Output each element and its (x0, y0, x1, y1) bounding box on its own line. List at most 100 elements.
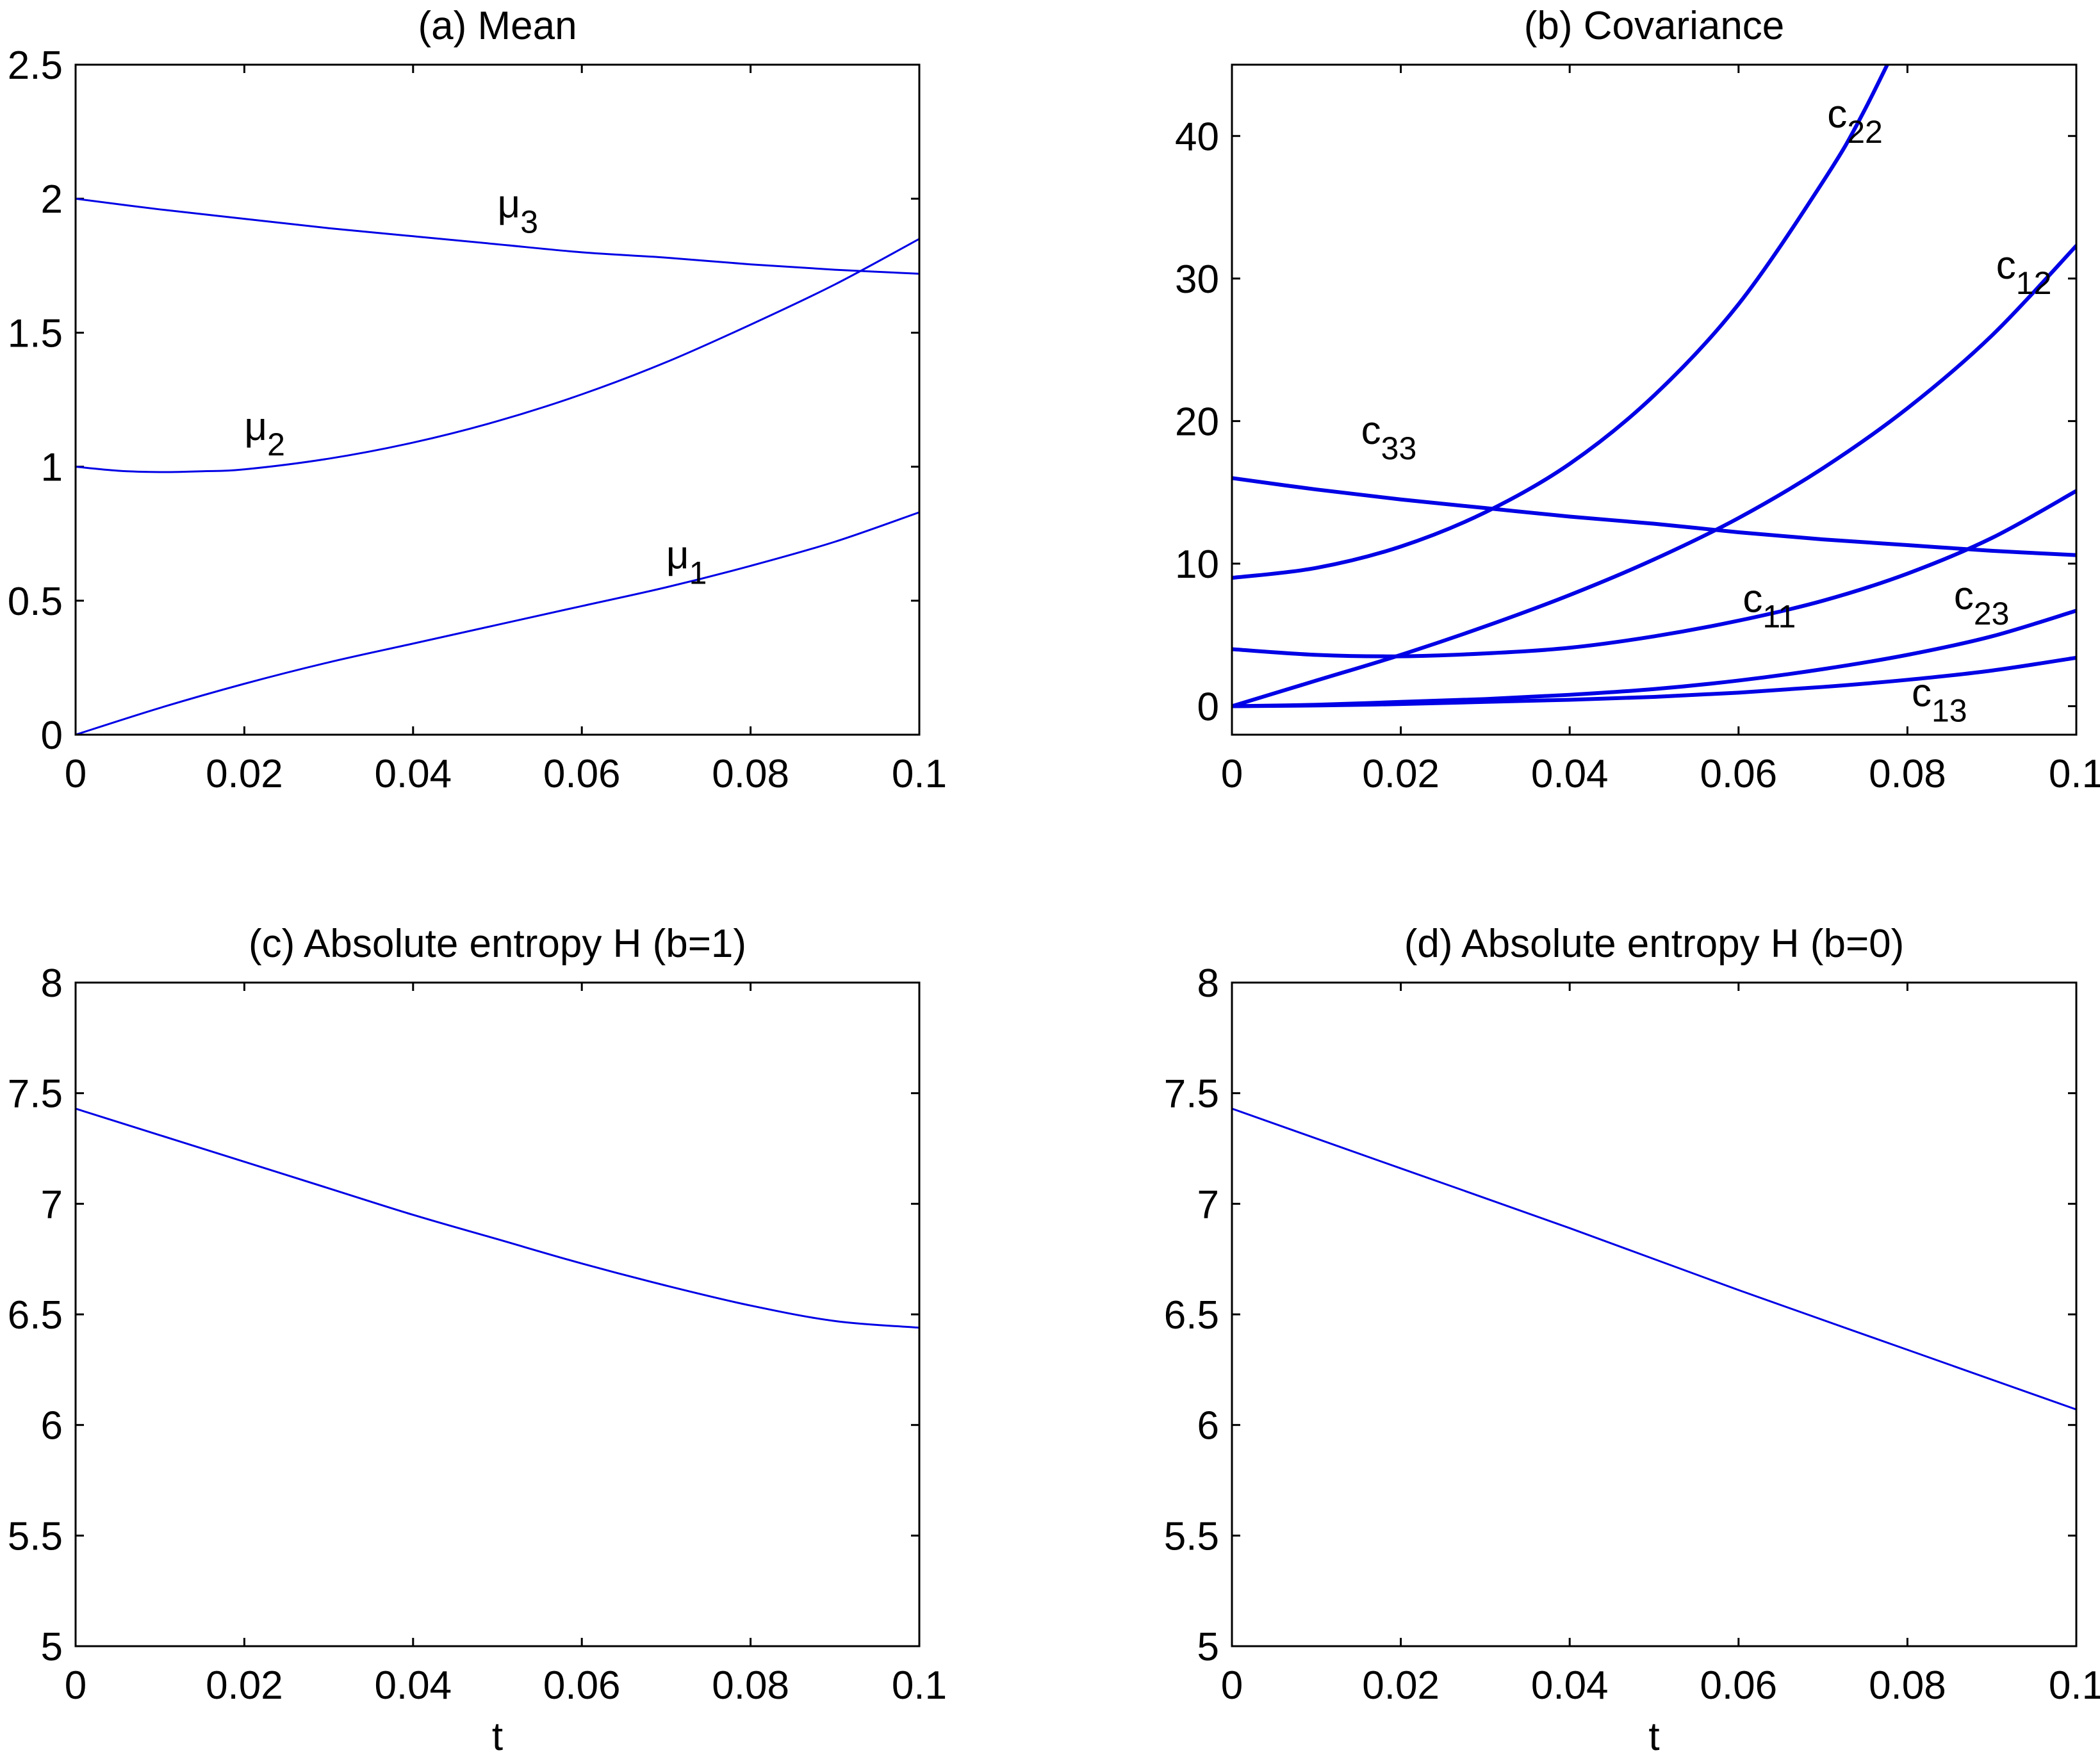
panel-a-title: (a) Mean (418, 4, 577, 48)
panel-c-ytick-label: 6.5 (8, 1293, 63, 1337)
panel-c-xtick-label: 0.04 (374, 1663, 452, 1708)
panel-b-label-c33: c33 (1361, 409, 1417, 466)
panel-b-ytick-label: 40 (1175, 115, 1219, 159)
panel-b-series-c13 (1232, 655, 2076, 708)
curve-label-subscript: 22 (1847, 114, 1883, 150)
panel-a-ytick-label: 2 (41, 177, 63, 222)
panel-c-title: (c) Absolute entropy H (b=1) (249, 922, 746, 966)
panel-d-xtick-label: 0.08 (1869, 1663, 1946, 1708)
panel-d-xtick-label: 0.1 (2049, 1663, 2100, 1708)
panel-c-xtick-label: 0 (65, 1663, 86, 1708)
panel-d-series-h (1232, 1107, 2076, 1410)
curve-label-base: c (1743, 577, 1762, 621)
panel-a-series-μ2 (76, 238, 919, 473)
panel-a-axes-frame (74, 63, 921, 736)
curve-label-base: c (1361, 409, 1381, 453)
panel-b-xtick-label: 0.04 (1531, 752, 1609, 796)
panel-a-xtick-label: 0.08 (712, 752, 789, 796)
panel-b: (b) Covariance 0 0.02 0.04 0.06 0.08 0.1 0 10 20 3… (1175, 4, 2100, 796)
curve-label-subscript: 2 (267, 427, 285, 462)
panel-a-label-μ2: μ2 (244, 405, 285, 462)
panel-b-title: (b) Covariance (1524, 4, 1785, 48)
panel-c-axes-frame (74, 981, 921, 1647)
panel-b-xtick-label: 0.08 (1869, 752, 1946, 796)
panel-d-ytick-label: 6.5 (1164, 1293, 1219, 1337)
panel-c-xtick-label: 0.02 (206, 1663, 283, 1708)
panel-b-series-c33 (1232, 476, 2076, 557)
panel-b-ytick-label: 10 (1175, 543, 1219, 587)
panel-b-label-c13: c13 (1912, 671, 1967, 728)
panel-b-label-c11: c11 (1743, 577, 1796, 635)
panel-d-ytick-label: 5 (1197, 1625, 1219, 1669)
panel-b-xtick-label: 0 (1221, 752, 1243, 796)
curve-label-subscript: 23 (1974, 596, 2010, 632)
panel-b-xtick-label: 0.1 (2049, 752, 2100, 796)
panel-a-label-μ3: μ3 (498, 182, 539, 240)
panel-b-label-c23: c23 (1954, 574, 2010, 632)
panel-d-ytick-label: 5.5 (1164, 1514, 1219, 1558)
panel-b-ytick-label: 0 (1197, 685, 1219, 729)
curve-label-base: μ (498, 182, 521, 226)
panel-a-xtick-label: 0.1 (892, 752, 947, 796)
panel-a-ytick-label: 1 (41, 446, 63, 490)
panel-d-xtick-label: 0 (1221, 1663, 1243, 1708)
curve-label-base: c (1827, 92, 1847, 136)
panel-c-series-h (76, 1107, 919, 1329)
curve-label-base: μ (666, 534, 689, 578)
panel-a-ytick-label: 2.5 (8, 44, 63, 88)
panel-d-title: (d) Absolute entropy H (b=0) (1404, 922, 1905, 966)
panel-c-xtick-label: 0.1 (892, 1663, 947, 1708)
panel-c-xlabel: t (492, 1715, 503, 1757)
panel-c-ytick-label: 6 (41, 1404, 63, 1448)
panel-a: (a) Mean 0 0.02 0.04 0.06 0.08 0.1 0 0.5 1 1.5 2 2.5… (8, 4, 947, 796)
panel-b-label-c22: c22 (1827, 92, 1883, 150)
panel-c-xtick-label: 0.08 (712, 1663, 789, 1708)
curve-label-subscript: 3 (520, 204, 538, 240)
panel-b-label-c12: c12 (1996, 243, 2052, 301)
panel-a-ytick-label: 0 (41, 714, 63, 758)
panel-d-axes-frame (1231, 981, 2078, 1647)
curve-label-base: μ (244, 405, 267, 449)
panel-c-ytick-label: 5 (41, 1625, 63, 1669)
panel-a-xtick-label: 0.02 (206, 752, 283, 796)
panel-d-ytick-label: 7.5 (1164, 1072, 1219, 1116)
panel-b-xtick-label: 0.06 (1700, 752, 1777, 796)
panel-b-ytick-label: 30 (1175, 257, 1219, 302)
panel-a-ytick-label: 0.5 (8, 580, 63, 624)
panel-d-ytick-label: 6 (1197, 1404, 1219, 1448)
panel-d-ytick-label: 8 (1197, 961, 1219, 1006)
panel-a-ytick-label: 1.5 (8, 311, 63, 355)
panel-c-xtick-label: 0.06 (543, 1663, 621, 1708)
panel-a-series-μ1 (76, 511, 919, 735)
curve-label-base: c (1954, 574, 1974, 618)
panel-b-series-c11 (1232, 489, 2076, 658)
panel-b-ytick-label: 20 (1175, 400, 1219, 444)
panel-d: (d) Absolute entropy H (b=0) 0 0.02 0.04 0.0… (1164, 922, 2100, 1757)
curve-label-base: c (1912, 671, 1932, 715)
panel-b-series-c12 (1232, 243, 2076, 708)
panel-c-ytick-label: 8 (41, 961, 63, 1006)
panel-d-xtick-label: 0.02 (1362, 1663, 1440, 1708)
panel-c-ytick-label: 5.5 (8, 1514, 63, 1558)
curve-label-subscript: 33 (1381, 430, 1417, 466)
panel-b-series-c23 (1232, 609, 2076, 708)
curve-label-base: c (1996, 243, 2016, 288)
panel-a-label-μ1: μ1 (666, 534, 707, 591)
panel-d-ytick-label: 7 (1197, 1182, 1219, 1227)
panel-b-series-c22 (1232, 65, 1890, 580)
panel-c: (c) Absolute entropy H (b=1) 0 0.02 0.04 0.0… (8, 922, 947, 1757)
curve-label-subscript: 12 (2016, 265, 2052, 301)
panel-b-axes-frame (1231, 63, 2078, 736)
panel-c-ytick-label: 7.5 (8, 1072, 63, 1116)
panel-a-xtick-label: 0 (65, 752, 86, 796)
panel-a-xtick-label: 0.06 (543, 752, 621, 796)
panel-a-series-μ3 (76, 197, 919, 275)
panel-a-xtick-label: 0.04 (374, 752, 452, 796)
panel-d-xlabel: t (1648, 1715, 1659, 1757)
curve-label-subscript: 1 (689, 555, 707, 591)
curve-label-subscript: 11 (1762, 599, 1796, 635)
panel-b-xtick-label: 0.02 (1362, 752, 1440, 796)
panel-d-xtick-label: 0.04 (1531, 1663, 1609, 1708)
panel-d-xtick-label: 0.06 (1700, 1663, 1777, 1708)
